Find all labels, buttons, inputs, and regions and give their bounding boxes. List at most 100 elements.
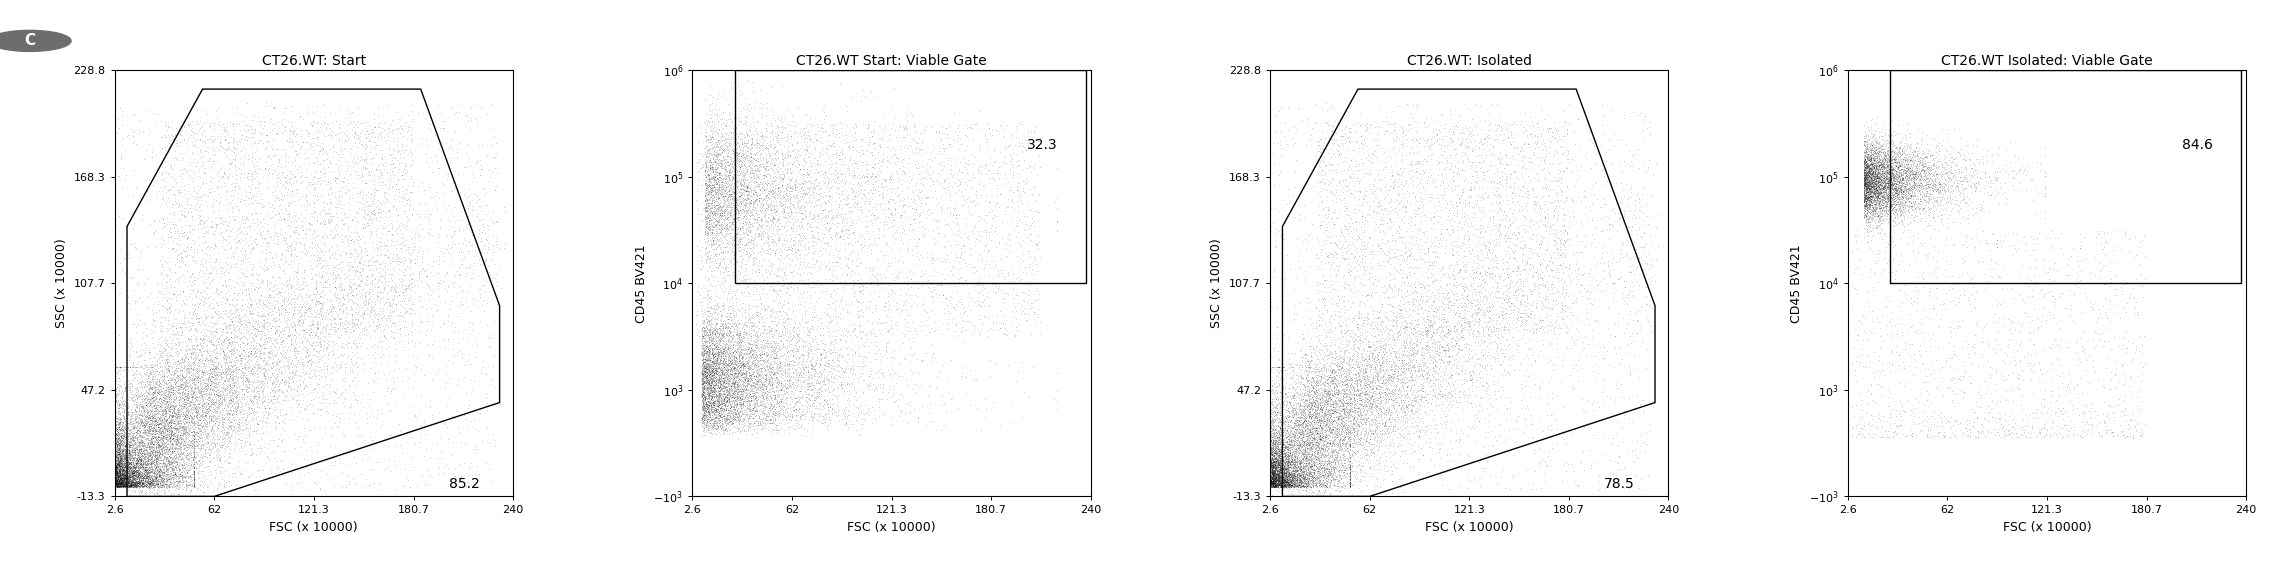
Point — [1006, 187, 1043, 196]
Point — [105, 400, 142, 409]
Point — [1352, 361, 1389, 371]
Point — [1857, 183, 1893, 193]
Point — [1485, 304, 1522, 313]
Point — [690, 343, 727, 353]
Point — [131, 396, 167, 405]
Point — [335, 290, 371, 300]
Point — [1368, 467, 1405, 476]
Point — [1265, 449, 1302, 458]
Point — [454, 204, 490, 214]
Point — [699, 353, 736, 362]
Point — [761, 186, 798, 195]
Point — [1011, 221, 1047, 231]
Point — [190, 377, 227, 386]
Point — [332, 319, 369, 329]
Point — [1281, 105, 1318, 114]
Point — [211, 307, 248, 316]
Point — [1361, 200, 1398, 209]
Point — [1329, 409, 1366, 419]
Point — [126, 458, 163, 467]
Point — [1277, 474, 1313, 483]
Point — [1863, 194, 1900, 204]
Point — [724, 357, 761, 366]
Point — [1334, 373, 1371, 382]
Point — [1284, 419, 1320, 429]
Point — [798, 145, 834, 154]
Point — [685, 387, 722, 397]
Point — [126, 466, 163, 475]
Point — [1852, 390, 1889, 399]
Point — [1847, 152, 1884, 161]
Point — [1898, 180, 1934, 189]
Point — [1407, 436, 1444, 446]
Point — [209, 383, 245, 392]
Point — [1345, 381, 1382, 390]
Point — [701, 353, 738, 363]
Point — [1421, 347, 1458, 356]
Point — [124, 403, 160, 412]
Point — [110, 459, 147, 468]
Point — [296, 226, 332, 235]
Point — [697, 364, 733, 374]
Point — [701, 412, 738, 421]
Point — [117, 456, 154, 465]
Point — [1343, 375, 1380, 384]
Point — [364, 271, 401, 280]
Point — [316, 167, 353, 176]
Point — [770, 196, 807, 206]
Point — [1352, 321, 1389, 330]
Point — [2104, 430, 2141, 439]
Point — [151, 441, 188, 450]
Point — [138, 472, 174, 482]
Point — [1368, 339, 1405, 348]
Point — [1332, 161, 1368, 170]
Point — [103, 416, 140, 425]
Point — [2090, 267, 2127, 276]
Point — [1863, 231, 1900, 241]
Point — [1270, 456, 1306, 465]
Point — [330, 281, 367, 291]
Point — [1405, 136, 1442, 145]
Point — [158, 471, 195, 481]
Point — [1295, 368, 1332, 377]
Point — [195, 375, 231, 384]
Point — [96, 468, 133, 478]
Point — [174, 391, 211, 401]
Point — [986, 311, 1022, 321]
Point — [1866, 183, 1902, 193]
Point — [749, 321, 786, 331]
Point — [1914, 430, 1950, 440]
Point — [376, 317, 413, 326]
Point — [1373, 283, 1410, 293]
Point — [708, 115, 745, 124]
Point — [101, 475, 138, 485]
Point — [1341, 390, 1377, 399]
Point — [99, 478, 135, 487]
Point — [685, 383, 722, 392]
Point — [1859, 380, 1895, 389]
Point — [101, 475, 138, 484]
Point — [108, 476, 144, 485]
Point — [1923, 187, 1960, 196]
Point — [1384, 357, 1421, 367]
Point — [1286, 473, 1322, 482]
Point — [126, 458, 163, 467]
Point — [706, 311, 743, 321]
Point — [144, 388, 181, 398]
Point — [1327, 402, 1364, 411]
Point — [697, 358, 733, 367]
Point — [96, 479, 133, 489]
Point — [738, 337, 775, 346]
Point — [1274, 460, 1311, 469]
Point — [1254, 455, 1290, 464]
Point — [882, 155, 919, 165]
Point — [727, 321, 763, 330]
Point — [1854, 173, 1891, 183]
Point — [1343, 357, 1380, 366]
Point — [697, 232, 733, 242]
Point — [1286, 439, 1322, 449]
Point — [839, 425, 876, 434]
Point — [694, 92, 731, 101]
Point — [1313, 366, 1350, 376]
Point — [901, 147, 937, 157]
